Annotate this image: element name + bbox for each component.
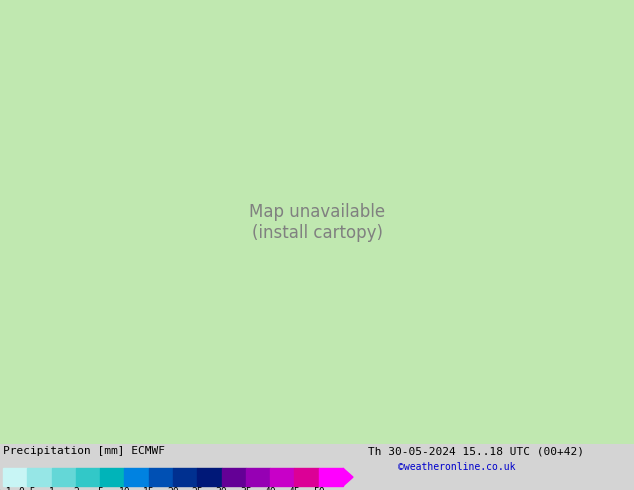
Bar	[76, 468, 100, 486]
Text: 0.5: 0.5	[18, 487, 36, 490]
Text: 45: 45	[288, 487, 301, 490]
Text: 25: 25	[191, 487, 203, 490]
Bar	[100, 468, 124, 486]
Bar	[246, 468, 270, 486]
Text: 20: 20	[167, 487, 179, 490]
Text: 35: 35	[240, 487, 252, 490]
Text: ©weatheronline.co.uk: ©weatheronline.co.uk	[398, 462, 515, 472]
Bar	[173, 468, 197, 486]
Bar	[149, 468, 173, 486]
Text: 0.1: 0.1	[0, 487, 12, 490]
Text: 1: 1	[49, 487, 55, 490]
Bar	[3, 468, 27, 486]
Bar	[51, 468, 76, 486]
Text: 15: 15	[143, 487, 155, 490]
Text: 50: 50	[313, 487, 325, 490]
Text: 2: 2	[73, 487, 79, 490]
Bar	[124, 468, 149, 486]
Text: Map unavailable
(install cartopy): Map unavailable (install cartopy)	[249, 203, 385, 242]
Text: 40: 40	[264, 487, 276, 490]
Bar	[27, 468, 51, 486]
Bar	[221, 468, 246, 486]
Bar	[294, 468, 319, 486]
Bar	[319, 468, 343, 486]
Bar	[270, 468, 294, 486]
Text: Precipitation [mm] ECMWF: Precipitation [mm] ECMWF	[3, 446, 165, 456]
Text: Th 30-05-2024 15..18 UTC (00+42): Th 30-05-2024 15..18 UTC (00+42)	[368, 446, 584, 456]
Bar	[197, 468, 221, 486]
Polygon shape	[343, 468, 353, 486]
Text: 10: 10	[119, 487, 131, 490]
Text: 5: 5	[97, 487, 103, 490]
Text: 30: 30	[216, 487, 228, 490]
